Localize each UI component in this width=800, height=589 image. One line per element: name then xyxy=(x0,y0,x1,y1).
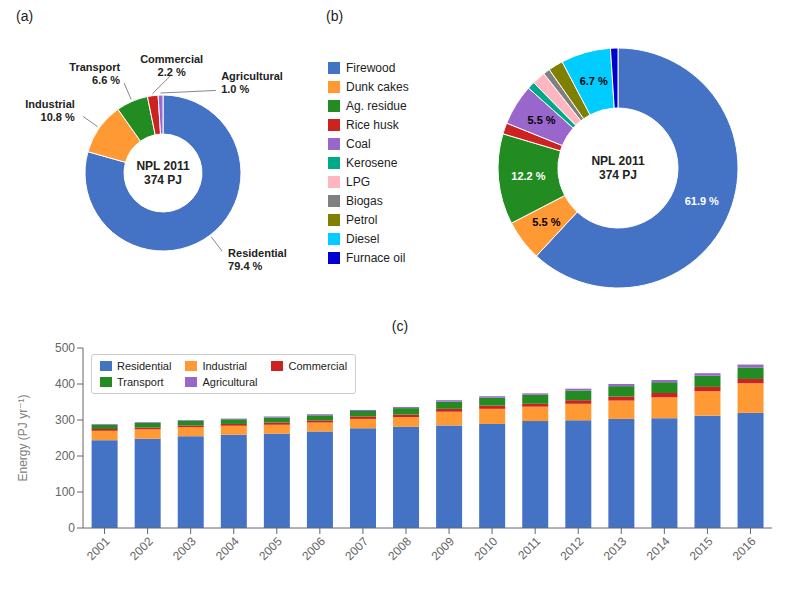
svg-text:2004: 2004 xyxy=(213,534,242,563)
svg-text:10.8 %: 10.8 % xyxy=(41,111,75,123)
svg-text:6.6 %: 6.6 % xyxy=(92,74,120,86)
svg-text:2006: 2006 xyxy=(299,534,328,563)
svg-text:2016: 2016 xyxy=(730,534,759,563)
svg-text:NPL 2011: NPL 2011 xyxy=(136,159,189,173)
html-text:LPG: LPG xyxy=(346,175,370,189)
svg-text:2.2 %: 2.2 % xyxy=(158,66,186,78)
svg-text:Commercial: Commercial xyxy=(140,53,203,65)
svg-text:2002: 2002 xyxy=(127,534,156,563)
svg-text:300: 300 xyxy=(55,413,75,427)
svg-text:Agricultural: Agricultural xyxy=(221,70,283,82)
svg-text:2009: 2009 xyxy=(428,534,457,563)
svg-text:Industrial: Industrial xyxy=(25,98,75,110)
html-text:Dunk cakes: Dunk cakes xyxy=(346,80,409,94)
html-text:Firewood: Firewood xyxy=(346,61,396,75)
svg-text:1.0 %: 1.0 % xyxy=(221,83,249,95)
svg-text:Energy (PJ yr⁻¹): Energy (PJ yr⁻¹) xyxy=(16,394,30,481)
html-text:Rice husk: Rice husk xyxy=(346,118,399,132)
svg-text:500: 500 xyxy=(55,341,75,355)
svg-text:2001: 2001 xyxy=(84,534,113,563)
svg-text:Residential: Residential xyxy=(228,247,287,259)
svg-text:2011: 2011 xyxy=(515,534,543,562)
svg-text:2012: 2012 xyxy=(558,534,587,563)
svg-text:2005: 2005 xyxy=(256,534,285,563)
html-text:(a): (a) xyxy=(16,8,34,24)
html-text:(b): (b) xyxy=(326,8,344,24)
svg-text:2008: 2008 xyxy=(385,534,414,563)
svg-text:61.9 %: 61.9 % xyxy=(685,195,719,207)
svg-text:Transport: Transport xyxy=(69,61,120,73)
svg-text:374 PJ: 374 PJ xyxy=(144,173,182,187)
html-text:Transport: Transport xyxy=(117,376,164,388)
html-text:Agricultural: Agricultural xyxy=(202,376,258,388)
svg-text:200: 200 xyxy=(55,449,75,463)
html-text:Petrol: Petrol xyxy=(346,213,378,227)
html-text:Kerosene: Kerosene xyxy=(346,156,398,170)
svg-text:6.7 %: 6.7 % xyxy=(580,75,608,87)
svg-text:5.5 %: 5.5 % xyxy=(527,114,555,126)
html-text:Industrial: Industrial xyxy=(202,360,248,372)
html-text:Residential: Residential xyxy=(117,360,172,372)
svg-text:400: 400 xyxy=(55,377,75,391)
svg-text:12.2 %: 12.2 % xyxy=(511,170,545,182)
svg-text:2014: 2014 xyxy=(644,534,673,563)
svg-text:2015: 2015 xyxy=(687,534,716,563)
svg-text:5.5 %: 5.5 % xyxy=(532,216,560,228)
svg-text:0: 0 xyxy=(68,521,75,535)
svg-text:100: 100 xyxy=(55,485,75,499)
html-text:Commercial: Commercial xyxy=(288,360,348,372)
html-text:(c): (c) xyxy=(391,318,409,334)
html-text:Ag. residue: Ag. residue xyxy=(346,99,407,113)
svg-text:2013: 2013 xyxy=(601,534,630,563)
svg-text:79.4 %: 79.4 % xyxy=(228,260,262,272)
svg-text:2010: 2010 xyxy=(471,534,500,563)
html-text:Furnace oil: Furnace oil xyxy=(346,251,406,265)
svg-text:374 PJ: 374 PJ xyxy=(599,168,637,182)
html-text:Biogas: Biogas xyxy=(346,194,383,208)
html-text:Coal: Coal xyxy=(346,137,371,151)
html-text:Diesel: Diesel xyxy=(346,232,380,246)
svg-text:2007: 2007 xyxy=(342,534,371,563)
svg-text:2003: 2003 xyxy=(170,534,199,563)
svg-text:NPL 2011: NPL 2011 xyxy=(591,154,644,168)
